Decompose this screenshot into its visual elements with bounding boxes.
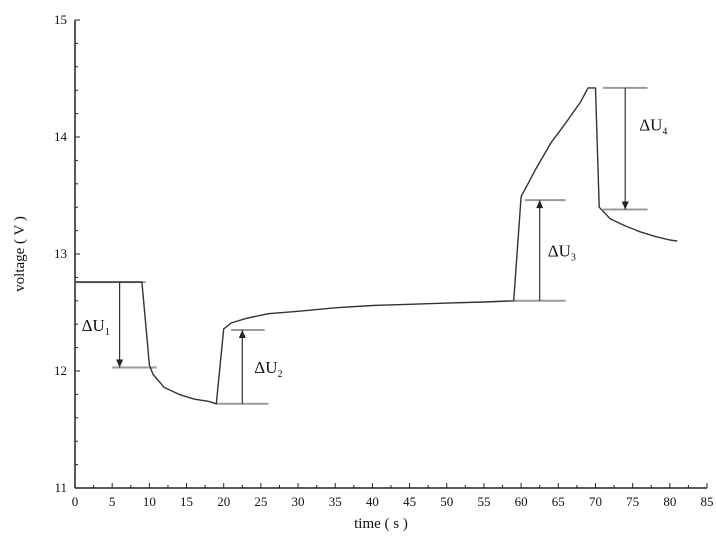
annotation-label: ΔU3 — [548, 241, 576, 263]
series-line — [75, 87, 678, 405]
annotation-label: ΔU1 — [82, 316, 110, 338]
annotation-arrow-head — [116, 359, 124, 368]
annotation-label: ΔU4 — [639, 116, 667, 138]
x-tick-label: 70 — [589, 494, 602, 509]
x-tick-label: 75 — [626, 494, 639, 509]
y-tick-label: 14 — [54, 129, 68, 144]
y-axis-title: voltage ( V ) — [12, 216, 28, 292]
annotation-arrow-head — [238, 330, 246, 339]
x-tick-label: 15 — [180, 494, 193, 509]
y-tick-label: 15 — [54, 12, 67, 27]
annotation-label: ΔU2 — [254, 358, 282, 380]
x-tick-label: 20 — [217, 494, 230, 509]
annotation-arrow-head — [536, 200, 544, 209]
y-tick-label: 13 — [54, 246, 67, 261]
x-tick-label: 25 — [254, 494, 267, 509]
x-tick-label: 85 — [701, 494, 714, 509]
x-tick-label: 0 — [72, 494, 79, 509]
x-tick-label: 55 — [477, 494, 490, 509]
x-tick-label: 80 — [663, 494, 676, 509]
plot-area: 0 5 10 15 20 25 30 35 40 45 50 55 60 65 70 75 80 85 11 12 13… — [54, 12, 714, 509]
x-tick-label: 35 — [329, 494, 342, 509]
x-tick-label: 30 — [292, 494, 305, 509]
annotation-arrow-head — [621, 201, 629, 210]
x-tick-label: 40 — [366, 494, 379, 509]
x-tick-label: 65 — [552, 494, 565, 509]
x-tick-label: 10 — [143, 494, 156, 509]
y-tick-label: 12 — [54, 363, 67, 378]
x-axis-title: time ( s ) — [354, 516, 408, 532]
x-tick-label: 45 — [403, 494, 416, 509]
x-tick-label: 5 — [109, 494, 116, 509]
y-tick-label: 11 — [54, 480, 67, 495]
x-tick-label: 50 — [440, 494, 453, 509]
x-tick-label: 60 — [515, 494, 528, 509]
